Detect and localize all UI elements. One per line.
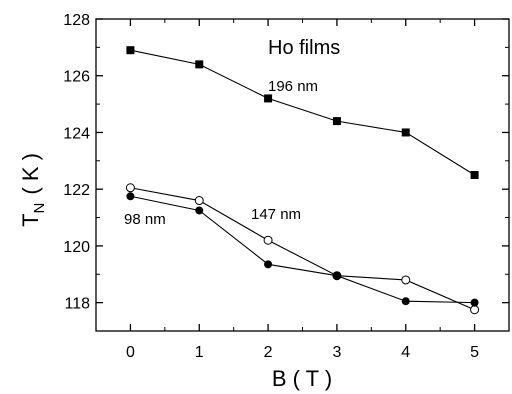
svg-text:TN( K ): TN ( K ) [18, 153, 48, 227]
data-point [470, 305, 480, 315]
x-tick-label: 4 [401, 344, 410, 361]
series-0 [126, 46, 479, 179]
series-1 [125, 183, 480, 315]
y-axis-label: TN ( K ) [18, 153, 48, 227]
x-axis-label: B ( T ) [272, 366, 332, 391]
data-point [332, 271, 341, 280]
y-tick-label: 126 [63, 69, 90, 86]
data-point [195, 60, 204, 69]
x-tick-label: 2 [264, 344, 273, 361]
series-line [130, 195, 475, 304]
y-tick-label: 120 [63, 239, 90, 256]
series-2 [126, 192, 479, 307]
series-line [130, 187, 475, 311]
data-point [401, 275, 411, 285]
annotation-196nm: 196 nm [268, 78, 318, 95]
data-point [264, 94, 273, 103]
x-tick-label: 1 [195, 344, 204, 361]
data-point [126, 46, 135, 55]
axes [95, 18, 510, 332]
data-point [401, 297, 410, 306]
y-axis-label-main: T [18, 213, 43, 226]
x-tick-label: 0 [126, 344, 135, 361]
annotation-147nm: 147 nm [251, 206, 301, 223]
data-point [263, 235, 273, 245]
data-point [332, 117, 341, 126]
x-tick-label: 3 [332, 344, 341, 361]
ticks: 0 1 2 3 4 5 118 120 122 124 126 128 [63, 12, 510, 361]
data-point [125, 183, 135, 193]
data-point [195, 206, 204, 215]
data-point [194, 196, 204, 206]
y-tick-label: 124 [63, 125, 90, 142]
series-line [130, 49, 475, 176]
chart-title: Ho films [268, 37, 340, 59]
series-layer [125, 46, 480, 315]
data-point [126, 192, 135, 201]
data-point [401, 128, 410, 137]
y-axis-label-unit: ( K ) [18, 153, 43, 195]
data-point [264, 260, 273, 269]
y-tick-label: 118 [64, 296, 90, 313]
data-point [470, 171, 479, 179]
y-tick-label: 128 [63, 12, 90, 29]
y-tick-label: 122 [63, 182, 90, 199]
x-tick-label: 5 [470, 344, 479, 361]
y-axis-label-sub: N [31, 203, 48, 214]
plot-frame [95, 18, 510, 332]
annotation-98nm: 98 nm [124, 211, 166, 228]
data-point [470, 298, 479, 307]
